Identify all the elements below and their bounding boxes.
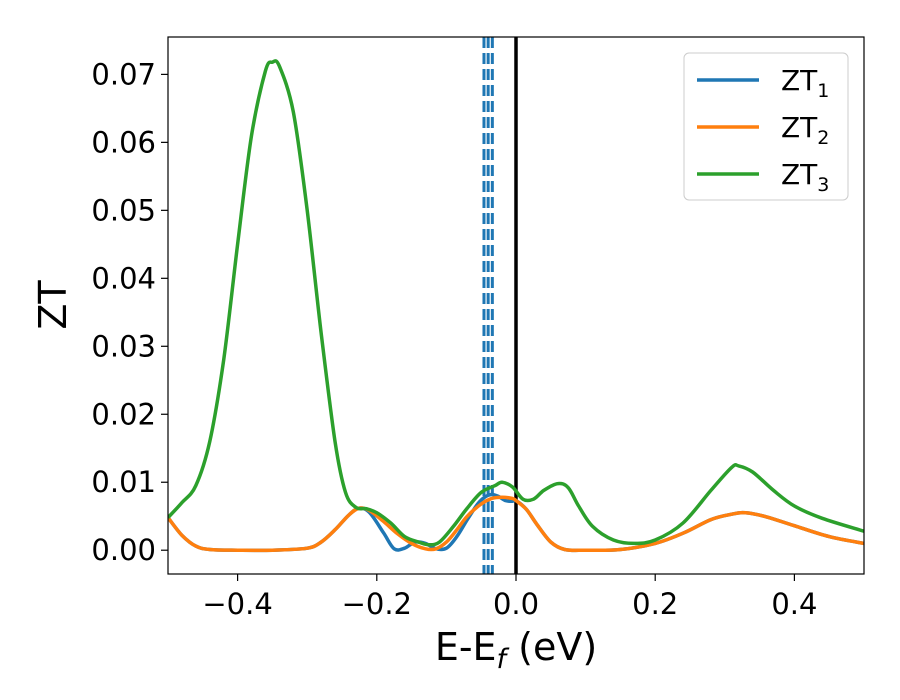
y-tick-label: 0.06 bbox=[91, 125, 156, 159]
x-tick-label: 0.4 bbox=[771, 587, 817, 621]
x-tick-label: 0.2 bbox=[632, 587, 678, 621]
legend-label-zt2: ZT2 bbox=[781, 111, 829, 149]
y-tick-label: 0.05 bbox=[91, 193, 156, 227]
y-tick-label: 0.04 bbox=[91, 261, 156, 295]
series-lines bbox=[168, 59, 864, 553]
y-tick-label: 0.07 bbox=[91, 57, 156, 91]
reference-lines bbox=[482, 37, 518, 574]
x-tick-label: 0.0 bbox=[493, 587, 539, 621]
legend: ZT1 ZT2 ZT3 bbox=[683, 52, 849, 201]
series-line-zt3 bbox=[168, 59, 864, 547]
y-tick-label: 0.00 bbox=[91, 533, 156, 567]
y-tick-label: 0.03 bbox=[91, 329, 156, 363]
x-tick-label: −0.4 bbox=[202, 587, 272, 621]
y-axis-label: ZT bbox=[31, 280, 75, 330]
series-line-zt2 bbox=[168, 495, 864, 553]
y-tick-label: 0.01 bbox=[91, 465, 156, 499]
x-tick-label: −0.2 bbox=[342, 587, 412, 621]
x-axis: −0.4 −0.2 0.0 0.2 0.4 bbox=[202, 574, 817, 621]
y-tick-label: 0.02 bbox=[91, 397, 156, 431]
legend-label-zt1: ZT1 bbox=[781, 64, 829, 102]
plot-area bbox=[167, 36, 865, 575]
y-axis: 0.00 0.01 0.02 0.03 0.04 0.05 0.06 0.07 bbox=[91, 57, 168, 567]
legend-box bbox=[683, 52, 849, 201]
x-axis-label: E-Ef (eV) bbox=[435, 625, 597, 675]
legend-label-zt3: ZT3 bbox=[781, 158, 829, 196]
